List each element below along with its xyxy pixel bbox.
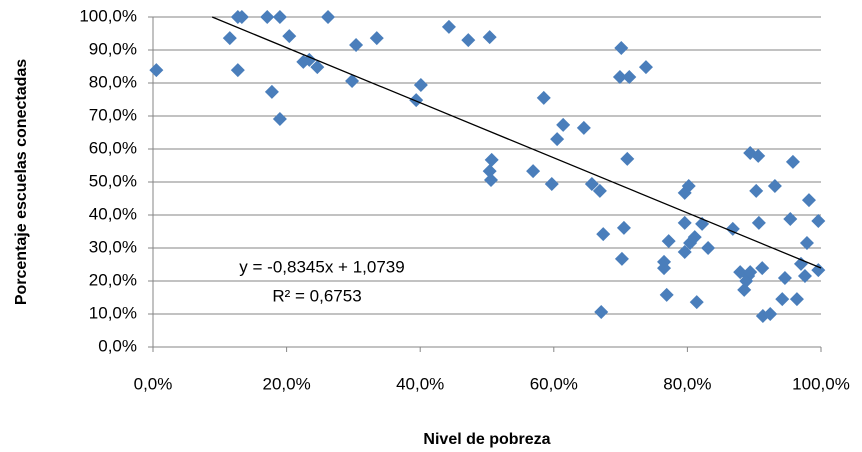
point (659, 287, 674, 302)
point (612, 70, 627, 85)
point (701, 241, 716, 255)
point (484, 152, 499, 167)
x-tick-label: 40,0% (396, 374, 444, 393)
y-tick-label: 100,0% (79, 6, 137, 25)
point (811, 213, 826, 228)
point (369, 31, 384, 46)
point (576, 120, 591, 135)
x-tick-label: 80,0% (663, 374, 711, 393)
y-axis-title: Porcentaje escuelas conectadas (13, 59, 30, 305)
point (689, 295, 704, 310)
point (785, 154, 800, 169)
point (799, 236, 814, 251)
point (681, 178, 696, 193)
y-tick-label: 50,0% (89, 171, 137, 190)
y-tick-label: 80,0% (89, 72, 137, 91)
point (272, 111, 287, 126)
x-tick-label: 100,0% (792, 374, 850, 393)
point (775, 292, 790, 307)
point (230, 63, 245, 78)
point (614, 251, 629, 266)
point (596, 227, 611, 242)
trendline-equation: y = -0,8345x + 1,0739 (239, 257, 404, 276)
x-tick-label: 0,0% (134, 374, 173, 393)
x-axis-title: Nivel de pobreza (423, 431, 550, 448)
y-tick-label: 40,0% (89, 204, 137, 223)
point (622, 70, 637, 85)
point (310, 60, 325, 75)
point (484, 173, 499, 188)
y-tick-label: 0,0% (98, 336, 137, 355)
point (345, 74, 360, 89)
point (260, 10, 275, 24)
point (482, 30, 497, 45)
point (264, 84, 279, 99)
point (725, 221, 740, 236)
point (677, 215, 692, 230)
point (783, 211, 798, 226)
point (592, 183, 607, 198)
point (749, 183, 764, 198)
point (789, 292, 804, 307)
point (793, 256, 808, 271)
point (687, 230, 702, 245)
point (550, 132, 565, 147)
y-tick-label: 30,0% (89, 237, 137, 256)
point (302, 52, 317, 67)
point (441, 19, 456, 34)
point (222, 31, 237, 46)
x-tick-label: 20,0% (262, 374, 310, 393)
y-tick-label: 70,0% (89, 105, 137, 124)
point (614, 41, 629, 56)
point (763, 307, 778, 321)
point (755, 261, 770, 276)
point (461, 33, 476, 48)
trendline (211, 16, 822, 269)
x-tick-label: 60,0% (530, 374, 578, 393)
y-tick-label: 10,0% (89, 303, 137, 322)
point (349, 38, 364, 53)
point (482, 164, 497, 179)
point (620, 151, 635, 166)
point (777, 271, 792, 286)
trendline-r2: R² = 0,6753 (272, 286, 361, 305)
point (526, 164, 541, 179)
point (677, 244, 692, 259)
point (149, 63, 164, 78)
point (413, 77, 428, 92)
point (661, 234, 676, 249)
point (797, 269, 812, 284)
y-tick-label: 20,0% (89, 270, 137, 289)
point (536, 90, 551, 105)
point (811, 263, 826, 278)
point (751, 215, 766, 230)
point (743, 265, 758, 280)
point (751, 148, 766, 163)
point (594, 305, 609, 320)
y-tick-label: 60,0% (89, 138, 137, 157)
point (544, 176, 559, 191)
point (556, 117, 571, 132)
point (657, 261, 672, 276)
y-tick-label: 90,0% (89, 39, 137, 58)
point (584, 176, 599, 191)
point (409, 93, 424, 108)
point (638, 60, 653, 75)
point (801, 193, 816, 208)
point (234, 10, 249, 24)
point (272, 10, 287, 24)
point (616, 220, 631, 235)
point (321, 10, 336, 24)
point (767, 178, 782, 193)
point (282, 29, 297, 44)
